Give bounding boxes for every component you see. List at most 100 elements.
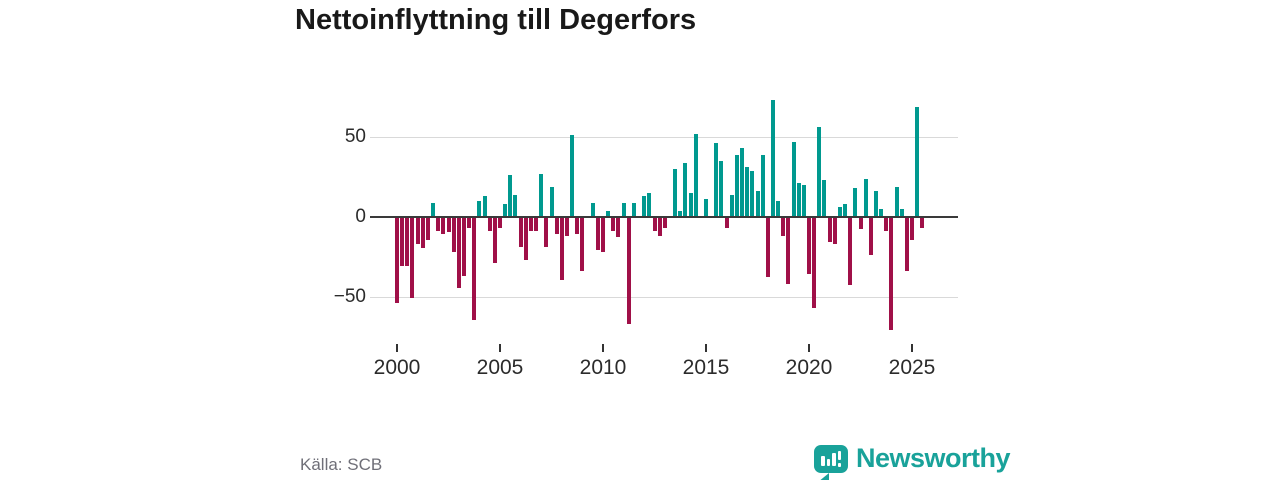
bar [807, 218, 811, 274]
bar [591, 202, 595, 217]
bar [678, 210, 682, 217]
bar [410, 218, 414, 298]
bar [822, 180, 826, 217]
bar [405, 218, 409, 266]
bar [735, 154, 739, 217]
chart-title: Nettoinflyttning till Degerfors [295, 4, 697, 36]
x-axis-tick [499, 344, 501, 352]
bar [627, 218, 631, 324]
y-axis-label: 50 [344, 126, 366, 147]
bar [508, 175, 512, 217]
x-axis-tick [396, 344, 398, 352]
bar [900, 209, 904, 217]
bar [416, 218, 420, 244]
bar [750, 170, 754, 217]
bar [570, 135, 574, 217]
bar [400, 218, 404, 266]
bar [792, 141, 796, 217]
bar [745, 167, 749, 217]
bar [560, 218, 564, 281]
bar [756, 191, 760, 217]
bar [673, 169, 677, 217]
bar [766, 218, 770, 278]
bar [864, 178, 868, 217]
bar [550, 186, 554, 217]
bar [431, 202, 435, 217]
icon-exclamation-stem [837, 451, 841, 460]
bar [910, 218, 914, 241]
bar [714, 143, 718, 217]
bar [869, 218, 873, 255]
icon-bar [832, 453, 836, 466]
bar [884, 218, 888, 231]
y-axis-label: 0 [355, 206, 366, 227]
bar [689, 193, 693, 217]
bar [488, 218, 492, 231]
bar [920, 218, 924, 228]
bar [848, 218, 852, 286]
icon-exclamation-dot [837, 463, 841, 467]
x-axis-tick [602, 344, 604, 352]
bar [761, 154, 765, 217]
bar [915, 106, 919, 217]
bar [529, 218, 533, 231]
bar [622, 202, 626, 217]
bar [616, 218, 620, 238]
bar [519, 218, 523, 247]
icon-bar [821, 456, 825, 466]
bar [493, 218, 497, 263]
newsworthy-bubble-tail [818, 473, 829, 480]
bar [436, 218, 440, 231]
x-axis-tick [911, 344, 913, 352]
bar [539, 173, 543, 217]
bar [596, 218, 600, 250]
bar [730, 194, 734, 217]
bar [817, 127, 821, 217]
bar [658, 218, 662, 236]
bar [555, 218, 559, 234]
newsworthy-bubble-chart-icon [814, 445, 848, 473]
bar [776, 201, 780, 217]
bar [472, 218, 476, 321]
bar [647, 193, 651, 217]
x-axis-label: 2020 [785, 356, 833, 379]
bar [838, 207, 842, 217]
x-axis-label: 2015 [682, 356, 730, 379]
bar [534, 218, 538, 231]
bar [694, 133, 698, 217]
bar [421, 218, 425, 249]
bar [653, 218, 657, 231]
bar [704, 199, 708, 217]
bar [833, 218, 837, 244]
bar [802, 185, 806, 217]
x-axis-tick [808, 344, 810, 352]
gridline [370, 136, 958, 138]
bar [828, 218, 832, 242]
bar [483, 196, 487, 217]
bar [781, 218, 785, 236]
bar [905, 218, 909, 271]
bar [462, 218, 466, 276]
bar [575, 218, 579, 234]
bar [395, 218, 399, 303]
gridline [370, 296, 958, 298]
newsworthy-wordmark: Newsworthy [856, 443, 1011, 473]
bar [447, 218, 451, 233]
bar [797, 183, 801, 217]
icon-bar [826, 459, 830, 466]
bar [740, 148, 744, 217]
bar [524, 218, 528, 260]
bar [843, 204, 847, 217]
bar [719, 161, 723, 217]
bar [611, 218, 615, 231]
bar [895, 186, 899, 217]
x-axis-label: 2005 [476, 356, 524, 379]
bar [683, 162, 687, 217]
source-label: Källa: SCB [300, 455, 383, 474]
y-axis-label: −50 [333, 286, 366, 307]
bar [663, 218, 667, 228]
bar [606, 210, 610, 217]
x-axis-label: 2000 [373, 356, 421, 379]
